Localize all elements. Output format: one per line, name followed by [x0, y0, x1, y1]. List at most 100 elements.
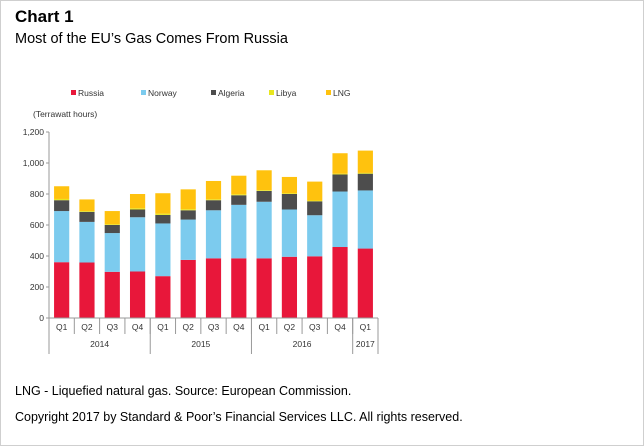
bar-segment-russia — [281, 256, 298, 318]
bar-segment-libya — [307, 200, 323, 202]
legend-label-algeria: Algeria — [218, 88, 245, 98]
bar-segment-libya — [54, 198, 70, 201]
x-tick-label: Q2 — [183, 322, 195, 332]
bar-segment-norway — [281, 209, 298, 257]
y-tick-label: 1,000 — [23, 158, 45, 168]
x-tick-label: Q1 — [258, 322, 270, 332]
x-group-label: 2015 — [191, 339, 210, 349]
bar-segment-lng — [205, 180, 222, 200]
bar-segment-russia — [129, 271, 146, 318]
bar-segment-algeria — [129, 209, 146, 218]
bar-segment-norway — [205, 210, 222, 259]
chart-number: Chart 1 — [15, 7, 74, 26]
bar-segment-algeria — [54, 200, 70, 212]
bar-segment-algeria — [79, 211, 95, 222]
bar-segment-russia — [307, 256, 323, 318]
bar-segment-lng — [256, 170, 272, 191]
bar-segment-libya — [357, 172, 373, 174]
bar-segment-libya — [205, 199, 222, 201]
bar-segment-lng — [307, 181, 323, 201]
x-group-label: 2017 — [356, 339, 375, 349]
bar-segment-norway — [307, 215, 323, 257]
legend-swatch-norway — [141, 90, 146, 95]
bar-segment-russia — [231, 258, 247, 318]
source-note: LNG - Liquefied natural gas. Source: Eur… — [15, 384, 352, 398]
bar-segment-lng — [129, 194, 146, 209]
chart-title: Most of the EU’s Gas Comes From Russia — [15, 31, 288, 47]
legend-swatch-algeria — [211, 90, 216, 95]
y-tick-label: 600 — [30, 220, 44, 230]
bar-segment-lng — [332, 153, 348, 174]
bar-segment-norway — [155, 223, 171, 277]
bar-segment-libya — [79, 211, 95, 212]
bar-segment-lng — [155, 193, 171, 214]
x-tick-label: Q3 — [309, 322, 321, 332]
bar-segment-norway — [180, 219, 196, 260]
bar-segment-algeria — [332, 174, 348, 192]
bar-segment-norway — [256, 201, 272, 259]
x-tick-label: Q4 — [334, 322, 346, 332]
bar-segment-russia — [332, 247, 348, 318]
bar-segment-russia — [256, 258, 272, 318]
bar-segment-lng — [54, 186, 70, 199]
bar-segment-algeria — [281, 194, 298, 210]
legend-swatch-russia — [71, 90, 76, 95]
bar-segment-algeria — [256, 190, 272, 202]
x-group-label: 2016 — [293, 339, 312, 349]
x-tick-label: Q3 — [107, 322, 119, 332]
y-axis-label: (Terrawatt hours) — [33, 109, 97, 119]
bar-segment-norway — [357, 190, 373, 249]
bar-segment-lng — [231, 175, 247, 195]
bar-segment-lng — [281, 176, 298, 194]
bar-segment-libya — [256, 190, 272, 191]
legend-label-russia: Russia — [78, 88, 104, 98]
x-tick-label: Q2 — [284, 322, 296, 332]
x-tick-label: Q1 — [360, 322, 372, 332]
bar-segment-lng — [180, 189, 196, 210]
x-tick-label: Q3 — [208, 322, 220, 332]
bars — [54, 150, 373, 318]
x-tick-label: Q2 — [81, 322, 93, 332]
bar-segment-libya — [180, 209, 196, 211]
bar-segment-algeria — [307, 201, 323, 216]
bar-segment-norway — [231, 204, 247, 259]
y-axis: 0 200 400 600 800 1,000 1,200 — [23, 127, 50, 323]
bar-segment-libya — [104, 224, 120, 225]
bar-segment-russia — [180, 259, 196, 318]
y-tick-label: 0 — [39, 313, 44, 323]
legend-label-lng: LNG — [333, 88, 350, 98]
bar-segment-lng — [104, 211, 120, 225]
y-tick-label: 400 — [30, 251, 44, 261]
bar-segment-russia — [357, 248, 373, 318]
bar-segment-russia — [155, 276, 171, 318]
legend-label-norway: Norway — [148, 88, 178, 98]
bar-segment-norway — [79, 221, 95, 263]
bar-segment-russia — [79, 262, 95, 318]
bar-segment-libya — [281, 193, 298, 194]
x-tick-label: Q4 — [132, 322, 144, 332]
bar-segment-norway — [332, 191, 348, 248]
x-group-label: 2014 — [90, 339, 109, 349]
x-tick-label: Q1 — [157, 322, 169, 332]
bar-segment-algeria — [205, 200, 222, 211]
bar-segment-russia — [205, 258, 222, 318]
bar-segment-norway — [129, 217, 146, 272]
bar-segment-norway — [104, 233, 120, 272]
legend-swatch-libya — [269, 90, 274, 95]
copyright-notice: Copyright 2017 by Standard & Poor’s Fina… — [15, 410, 463, 424]
bar-segment-libya — [332, 173, 348, 175]
bar-segment-libya — [231, 194, 247, 196]
bar-segment-algeria — [180, 210, 196, 220]
y-tick-label: 800 — [30, 189, 44, 199]
x-tick-label: Q1 — [56, 322, 68, 332]
legend-label-libya: Libya — [276, 88, 297, 98]
bar-segment-algeria — [357, 173, 373, 191]
legend-swatch-lng — [326, 90, 331, 95]
bar-segment-libya — [155, 213, 171, 215]
y-tick-label: 1,200 — [23, 127, 45, 137]
legend: Russia Norway Algeria Libya LNG — [71, 88, 350, 98]
bar-segment-russia — [54, 262, 70, 318]
bar-segment-lng — [79, 199, 95, 212]
bar-segment-algeria — [231, 195, 247, 205]
